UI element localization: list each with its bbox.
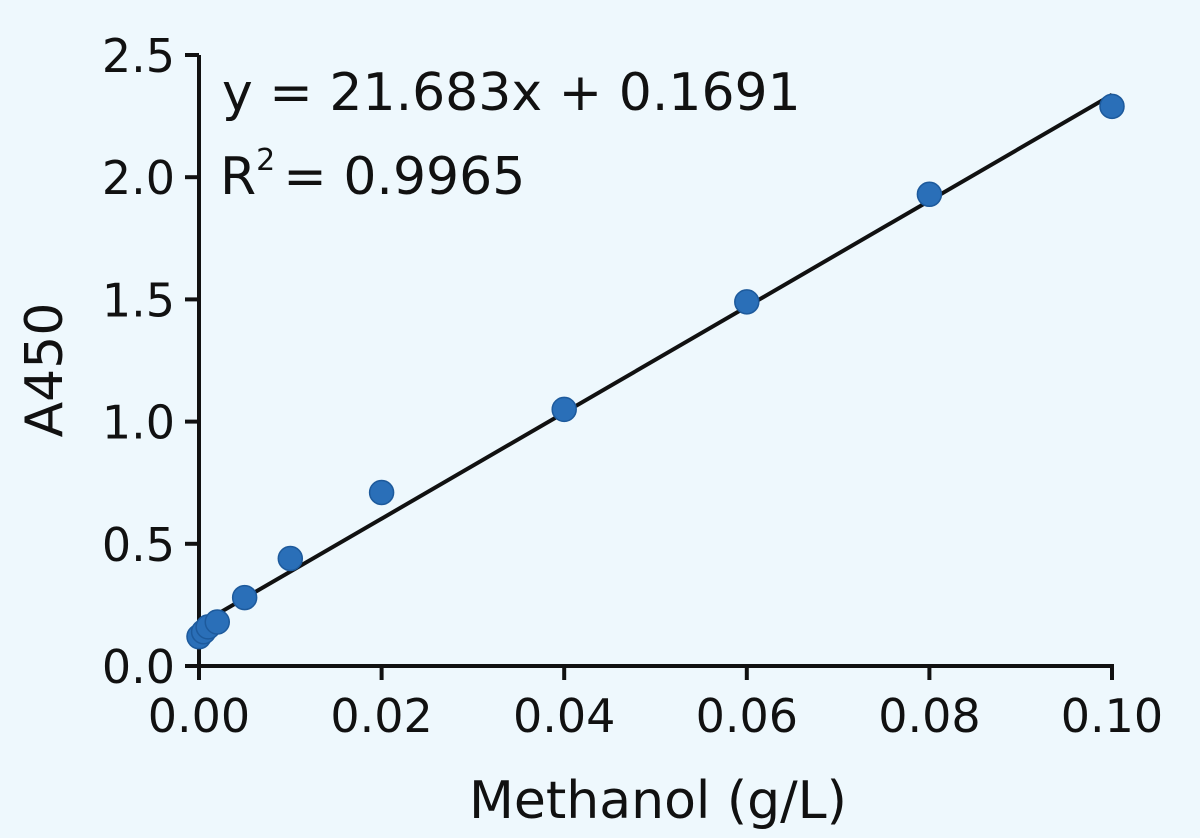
- data-point: [277, 545, 304, 572]
- data-point: [231, 584, 258, 611]
- data-point: [551, 396, 577, 423]
- r-squared-value: = 0.9965: [283, 147, 525, 207]
- x-tick-label: 0.08: [878, 689, 980, 743]
- x-tick-label: 0.00: [148, 689, 250, 743]
- x-tick-label: 0.02: [330, 689, 432, 743]
- data-point: [1099, 93, 1125, 120]
- y-tick-label: 2.0: [102, 151, 175, 205]
- y-tick-label: 2.5: [102, 29, 175, 83]
- r-squared-prefix: R: [220, 147, 256, 207]
- x-tick-label: 0.10: [1061, 689, 1163, 743]
- y-tick-label: 1.0: [102, 396, 175, 450]
- ticks-layer: 0.00 0.02 0.04 0.06 0.08 0.10 0.0 0.5 1.0 1.5 2.0 2…: [102, 29, 1163, 743]
- y-tick-label: 0.0: [102, 640, 175, 694]
- x-tick-label: 0.06: [696, 689, 798, 743]
- x-tick-label: 0.04: [513, 689, 615, 743]
- trendline: [197, 93, 1114, 627]
- y-tick-label: 1.5: [102, 273, 175, 327]
- data-point: [368, 479, 395, 506]
- y-axis-title: A450: [15, 303, 75, 438]
- x-axis-title: Methanol (g/L): [469, 771, 847, 831]
- points-layer: [186, 93, 1125, 650]
- equation-label: y = 21.683x + 0.1691: [222, 63, 801, 123]
- data-point: [916, 181, 943, 208]
- r-squared-superscript: 2: [256, 143, 275, 178]
- data-point: [204, 609, 231, 635]
- r-squared-label: R2 = 0.9965: [220, 143, 525, 207]
- data-point: [734, 289, 760, 315]
- y-tick-label: 0.5: [102, 518, 175, 572]
